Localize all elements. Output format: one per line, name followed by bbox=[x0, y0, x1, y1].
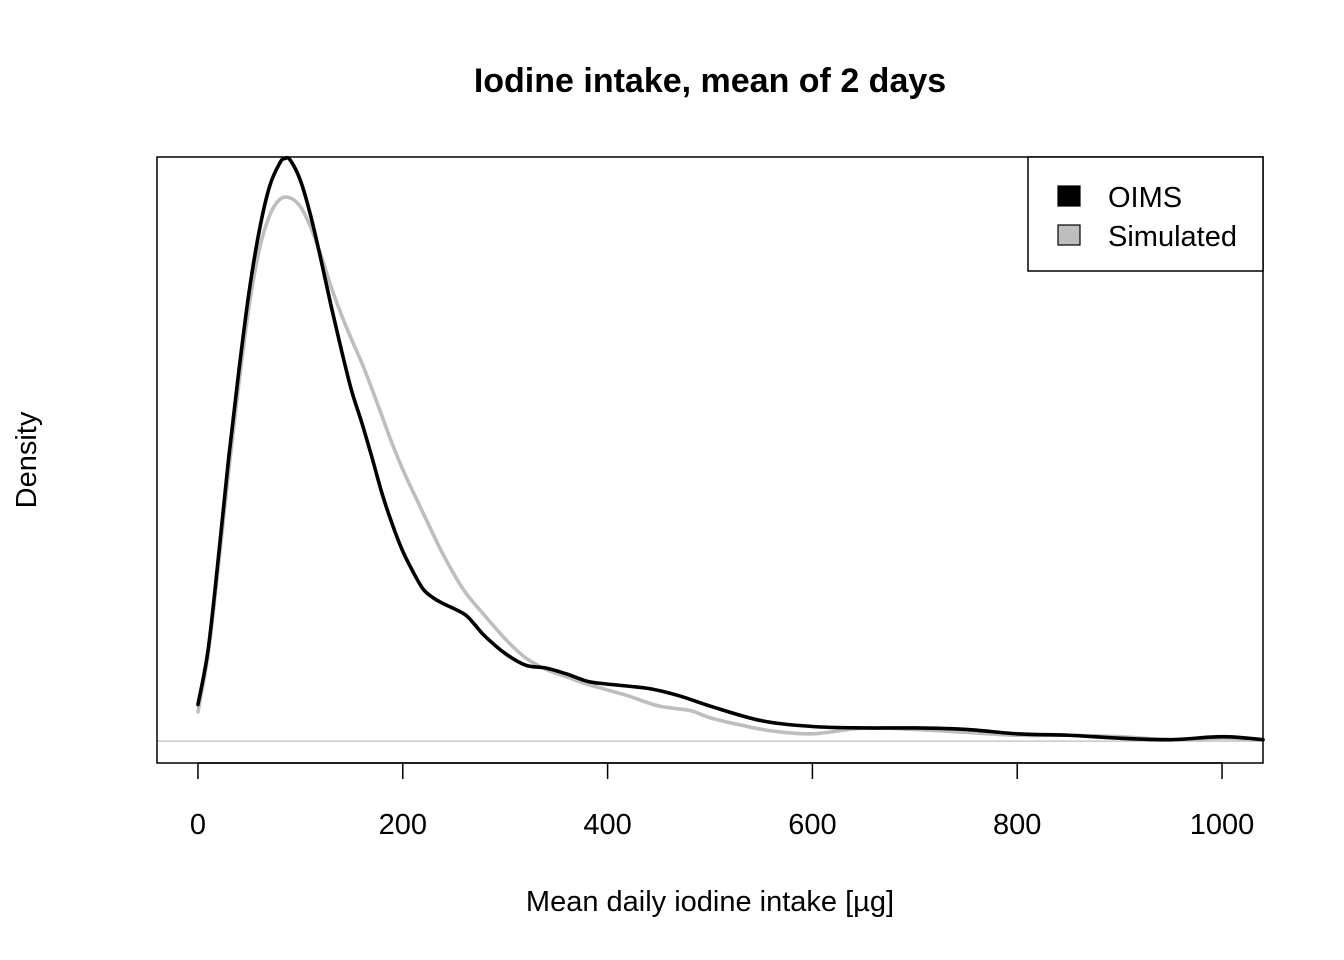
x-tick-label-600: 600 bbox=[788, 809, 836, 841]
x-tick-label-1000: 1000 bbox=[1190, 809, 1255, 841]
x-axis-label: Mean daily iodine intake [µg] bbox=[526, 886, 894, 918]
x-tick-label-200: 200 bbox=[379, 809, 427, 841]
x-axis: 0 200 400 600 800 1000 bbox=[190, 762, 1255, 841]
x-tick-label-800: 800 bbox=[993, 809, 1041, 841]
legend-box bbox=[1027, 156, 1264, 272]
density-curves bbox=[196, 155, 1265, 742]
chart-title: Iodine intake, mean of 2 days bbox=[474, 62, 946, 100]
x-tick-label-400: 400 bbox=[583, 809, 631, 841]
x-tick-label-0: 0 bbox=[190, 809, 206, 841]
legend-label-simulated: Simulated bbox=[1108, 221, 1237, 253]
y-axis-label: Density bbox=[11, 411, 43, 508]
legend-swatch-oims bbox=[1057, 185, 1081, 207]
series-line-simulated bbox=[196, 195, 1265, 742]
legend: OIMS Simulated bbox=[1027, 156, 1264, 272]
series-line-oims bbox=[196, 155, 1265, 742]
legend-swatch-simulated bbox=[1057, 224, 1081, 246]
legend-label-oims: OIMS bbox=[1108, 182, 1182, 214]
